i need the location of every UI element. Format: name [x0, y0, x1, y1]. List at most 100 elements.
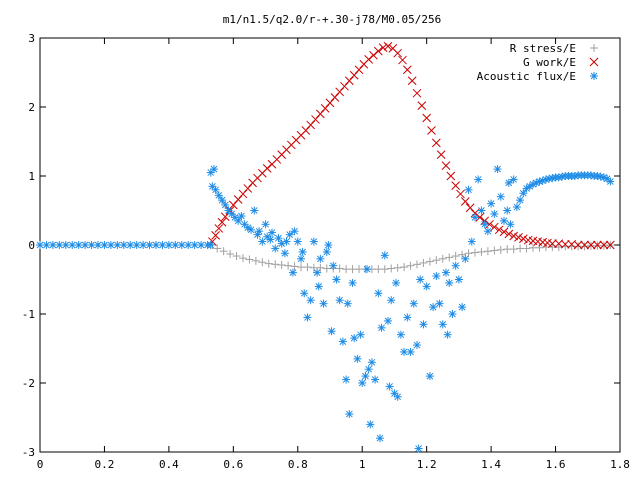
data-point: [456, 189, 465, 199]
data-point: [480, 220, 489, 229]
data-point: [419, 320, 428, 329]
data-point: [496, 245, 505, 254]
data-point: [429, 303, 438, 312]
data-point: [580, 242, 589, 251]
legend-label: Acoustic flux/E: [477, 70, 576, 83]
data-point: [547, 239, 557, 248]
data-point: [94, 241, 102, 249]
data-point: [417, 101, 427, 110]
data-point: [451, 181, 461, 191]
data-point: [266, 235, 275, 244]
data-point: [458, 250, 467, 259]
chart-title: m1/n1.5/q2.0/r-+.30-j78/M0.05/256: [223, 13, 442, 26]
data-point: [509, 245, 518, 254]
data-point: [239, 254, 247, 263]
data-point: [271, 244, 280, 253]
data-point: [436, 150, 446, 159]
series-2: [208, 41, 615, 250]
data-point: [522, 184, 531, 193]
data-point: [280, 249, 289, 258]
data-point: [218, 196, 227, 205]
data-point: [514, 233, 523, 242]
data-point: [313, 268, 322, 277]
data-point: [219, 247, 228, 256]
data-point: [297, 254, 305, 263]
data-point: [277, 261, 286, 270]
data-point: [422, 282, 431, 291]
data-point: [454, 275, 463, 284]
data-point: [393, 263, 402, 272]
data-point: [338, 337, 347, 346]
data-point: [596, 172, 605, 181]
data-point: [490, 246, 499, 255]
data-point: [509, 175, 518, 184]
data-point: [471, 213, 479, 222]
data-point: [261, 220, 270, 229]
data-point: [506, 220, 515, 229]
data-point: [403, 313, 412, 322]
data-point: [477, 247, 486, 256]
data-point: [464, 185, 473, 194]
data-point: [499, 227, 509, 237]
series-1: [208, 241, 615, 274]
data-point: [293, 237, 302, 246]
data-point: [494, 225, 504, 235]
data-point: [516, 196, 525, 205]
data-point: [342, 375, 351, 384]
data-point: [593, 240, 602, 250]
data-point: [384, 316, 392, 325]
data-point: [335, 296, 344, 305]
data-point: [438, 320, 447, 329]
data-point: [432, 256, 441, 265]
data-point: [392, 278, 401, 287]
data-point: [322, 247, 331, 256]
legend-marker: [590, 44, 598, 52]
data-point: [487, 199, 496, 208]
data-point: [206, 241, 215, 249]
data-point: [335, 264, 344, 273]
data-point: [290, 227, 299, 236]
data-point: [245, 255, 254, 264]
data-point: [471, 248, 479, 257]
data-point: [364, 365, 373, 374]
legend-label: G work/E: [523, 56, 576, 69]
data-point: [290, 262, 299, 271]
data-point: [461, 254, 470, 263]
data-point: [580, 240, 589, 250]
data-point: [412, 88, 422, 98]
data-point: [288, 268, 297, 277]
data-point: [68, 241, 77, 249]
data-point: [477, 206, 486, 215]
data-point: [210, 165, 218, 174]
data-point: [442, 268, 450, 277]
data-point: [443, 330, 452, 339]
data-point: [483, 247, 492, 256]
data-point: [586, 240, 596, 250]
data-point: [343, 299, 352, 308]
ticks: 0 0.2 0.4 0.6 0.8 1 1.2 1.4 1.6 1.8 3 2 1 0 -1 -2 -3: [22, 32, 630, 471]
data-point: [438, 254, 447, 263]
data-point: [255, 227, 264, 236]
data-point: [345, 410, 354, 419]
data-point: [380, 265, 389, 274]
data-point: [371, 375, 380, 384]
data-point: [500, 216, 508, 225]
data-point: [367, 358, 376, 367]
data-point: [375, 434, 384, 443]
legend-marker: [589, 57, 599, 67]
data-point: [348, 278, 357, 287]
data-point: [464, 249, 473, 258]
data-point: [327, 327, 336, 336]
y-tick-label: 2: [28, 101, 35, 114]
data-point: [496, 192, 505, 201]
data-point: [350, 334, 359, 343]
data-point: [422, 113, 432, 123]
data-point: [409, 299, 418, 308]
data-point: [490, 209, 499, 218]
data-point: [356, 330, 365, 339]
data-point: [416, 275, 425, 284]
data-point: [573, 240, 583, 250]
data-point: [271, 260, 280, 269]
